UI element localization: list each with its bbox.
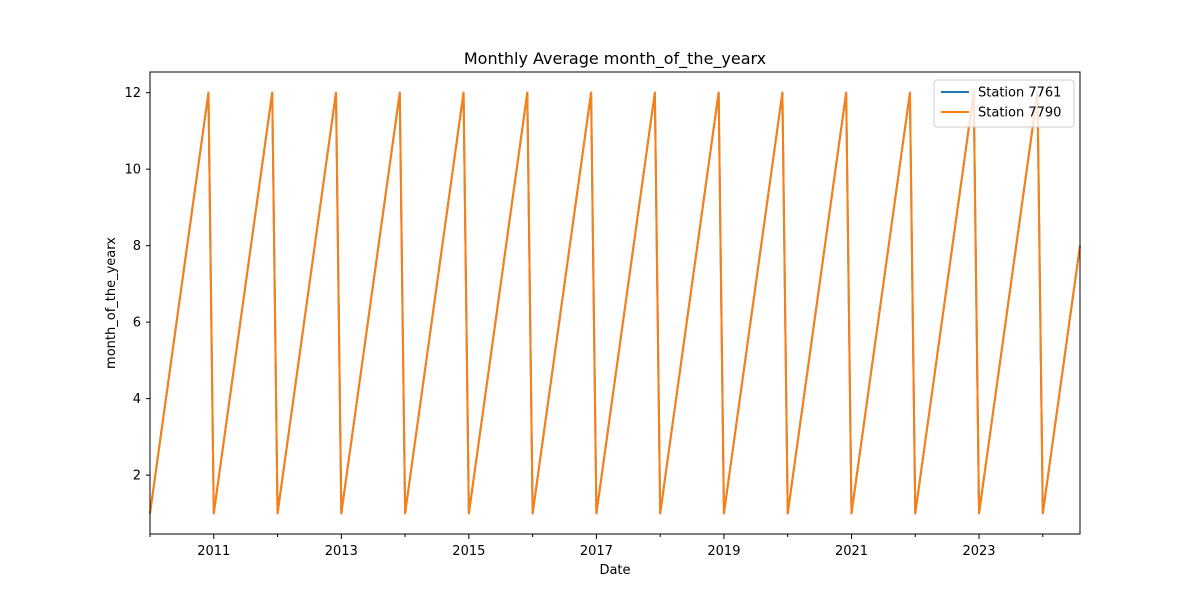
x-tick-label: 2017 [580, 544, 613, 559]
legend-label: Station 7790 [978, 106, 1061, 121]
y-tick-label: 2 [133, 469, 141, 484]
y-axis: 2 4 6 8 10 12 [124, 86, 150, 484]
x-tick-label: 2019 [707, 544, 740, 559]
y-tick-label: 12 [124, 86, 141, 101]
x-axis: 2011 2013 2015 2017 2019 2021 2023 [149, 534, 1044, 559]
series-layer [149, 91, 1081, 515]
x-tick-label: 2011 [197, 544, 230, 559]
x-tick-label: 2013 [325, 544, 358, 559]
x-axis-title: Date [599, 563, 630, 578]
y-tick-label: 8 [133, 239, 141, 254]
series-line [149, 91, 1081, 515]
y-tick-label: 4 [133, 392, 141, 407]
y-tick-label: 6 [133, 316, 141, 331]
x-tick-label: 2023 [962, 544, 995, 559]
x-tick-label: 2021 [835, 544, 868, 559]
y-axis-title: month_of_the_yearx [104, 237, 119, 369]
x-tick-label: 2015 [452, 544, 485, 559]
plot-area [149, 71, 1081, 535]
chart-title: Monthly Average month_of_the_yearx [464, 49, 766, 69]
y-tick-label: 10 [124, 163, 141, 178]
legend: Station 7761 Station 7790 [933, 79, 1075, 128]
legend-label: Station 7761 [978, 86, 1061, 101]
plot-frame [149, 71, 1081, 535]
